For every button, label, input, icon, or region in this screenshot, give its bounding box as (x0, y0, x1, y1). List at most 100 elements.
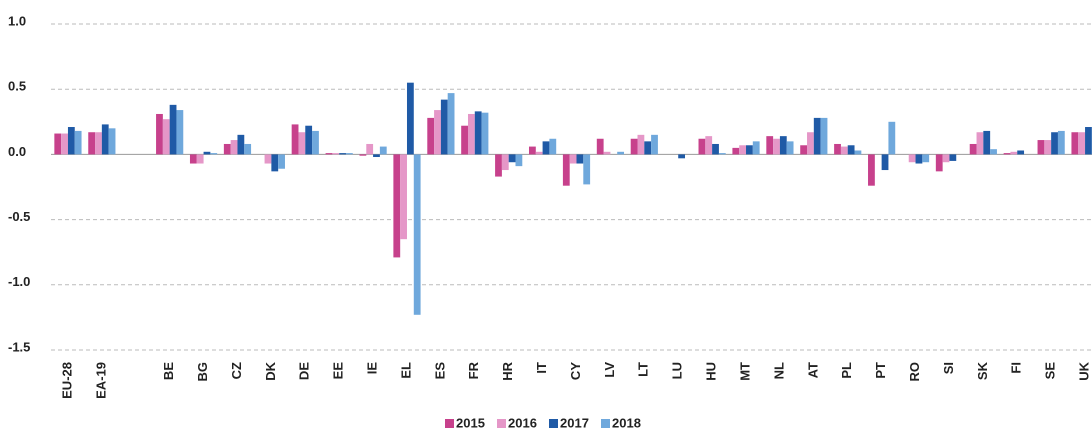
bar (325, 153, 333, 155)
bar (467, 113, 475, 155)
bar (976, 132, 984, 155)
bar (786, 141, 794, 155)
bar (617, 151, 625, 155)
bar (949, 154, 957, 161)
legend-swatch (601, 419, 610, 428)
x-tick-label: HR (500, 361, 515, 380)
bar (908, 154, 916, 163)
bar (678, 154, 686, 159)
bar (868, 154, 875, 186)
bar (583, 154, 591, 185)
bar (807, 132, 814, 155)
bar (1017, 150, 1025, 155)
x-tick-label: EE (331, 362, 346, 380)
bar (501, 154, 509, 171)
bar (969, 143, 977, 155)
x-tick-label: CY (568, 362, 583, 380)
bar (888, 121, 896, 155)
x-tick-label: MT (737, 362, 752, 381)
bar (271, 154, 279, 172)
bar (203, 151, 211, 155)
bar (298, 132, 306, 155)
bar (1085, 127, 1092, 155)
bar (447, 93, 455, 155)
bar (535, 151, 543, 155)
bar (1078, 132, 1086, 155)
bar (305, 125, 313, 155)
x-tick-label: PL (839, 362, 854, 379)
bar (291, 124, 299, 155)
bar (854, 150, 862, 155)
bar (732, 147, 740, 155)
legend-swatch (549, 419, 558, 428)
bar (813, 117, 821, 155)
bar (393, 154, 401, 258)
x-tick-label: EL (398, 362, 413, 379)
bar (630, 138, 638, 155)
x-tick-label: FI (1009, 362, 1024, 374)
bar (773, 138, 780, 155)
x-tick-label: IE (365, 362, 380, 375)
bar (766, 136, 774, 155)
bar (739, 145, 747, 155)
bar (474, 111, 482, 155)
bar (434, 110, 441, 155)
bar (427, 117, 435, 155)
x-tick-label: HU (704, 362, 719, 381)
bar (596, 138, 604, 155)
bar (176, 110, 184, 155)
bar (746, 145, 753, 155)
bar (1071, 132, 1079, 155)
bar (1057, 130, 1065, 155)
x-tick-label: RO (907, 362, 922, 382)
bar (515, 154, 523, 167)
y-tick-label: -1.0 (8, 274, 30, 289)
bar (1051, 132, 1058, 155)
bar (779, 136, 787, 155)
bar (440, 99, 448, 155)
y-tick-label: 0.0 (8, 144, 26, 159)
x-tick-label: AT (805, 362, 820, 378)
x-tick-label: BG (195, 362, 210, 382)
bar (406, 82, 414, 155)
bar (1003, 153, 1011, 155)
x-tick-label: UK (1076, 361, 1091, 380)
bar (400, 154, 407, 240)
x-tick-label: PT (873, 362, 888, 379)
x-tick-label: FR (466, 361, 481, 379)
bar (705, 136, 713, 155)
x-tick-label: BE (161, 362, 176, 380)
x-tick-label: EA-19 (93, 362, 108, 399)
y-tick-label: 1.0 (8, 13, 26, 28)
bar (210, 153, 218, 155)
bar (495, 154, 502, 177)
bar (379, 146, 387, 155)
bar (1037, 140, 1045, 155)
x-tick-label: SK (975, 361, 990, 380)
bar (942, 154, 950, 163)
bar (278, 154, 285, 169)
bar (67, 127, 75, 155)
legend-swatch (497, 419, 506, 428)
bar (223, 143, 231, 155)
bar (637, 134, 645, 155)
bar (244, 143, 252, 155)
bar (603, 151, 611, 155)
bar (54, 133, 62, 155)
x-tick-label: ES (432, 362, 447, 380)
bar (569, 154, 577, 164)
x-tick-label: NL (771, 362, 786, 379)
bar (74, 130, 82, 155)
bar (332, 153, 340, 155)
bar (840, 146, 848, 155)
bar (881, 154, 889, 171)
bar (922, 154, 930, 163)
bar (88, 132, 96, 155)
y-tick-label: -0.5 (8, 209, 30, 224)
bar (345, 153, 353, 155)
legend-swatch (445, 419, 454, 428)
bar (61, 133, 68, 155)
bar (549, 138, 557, 155)
x-tick-label: IT (534, 362, 549, 374)
